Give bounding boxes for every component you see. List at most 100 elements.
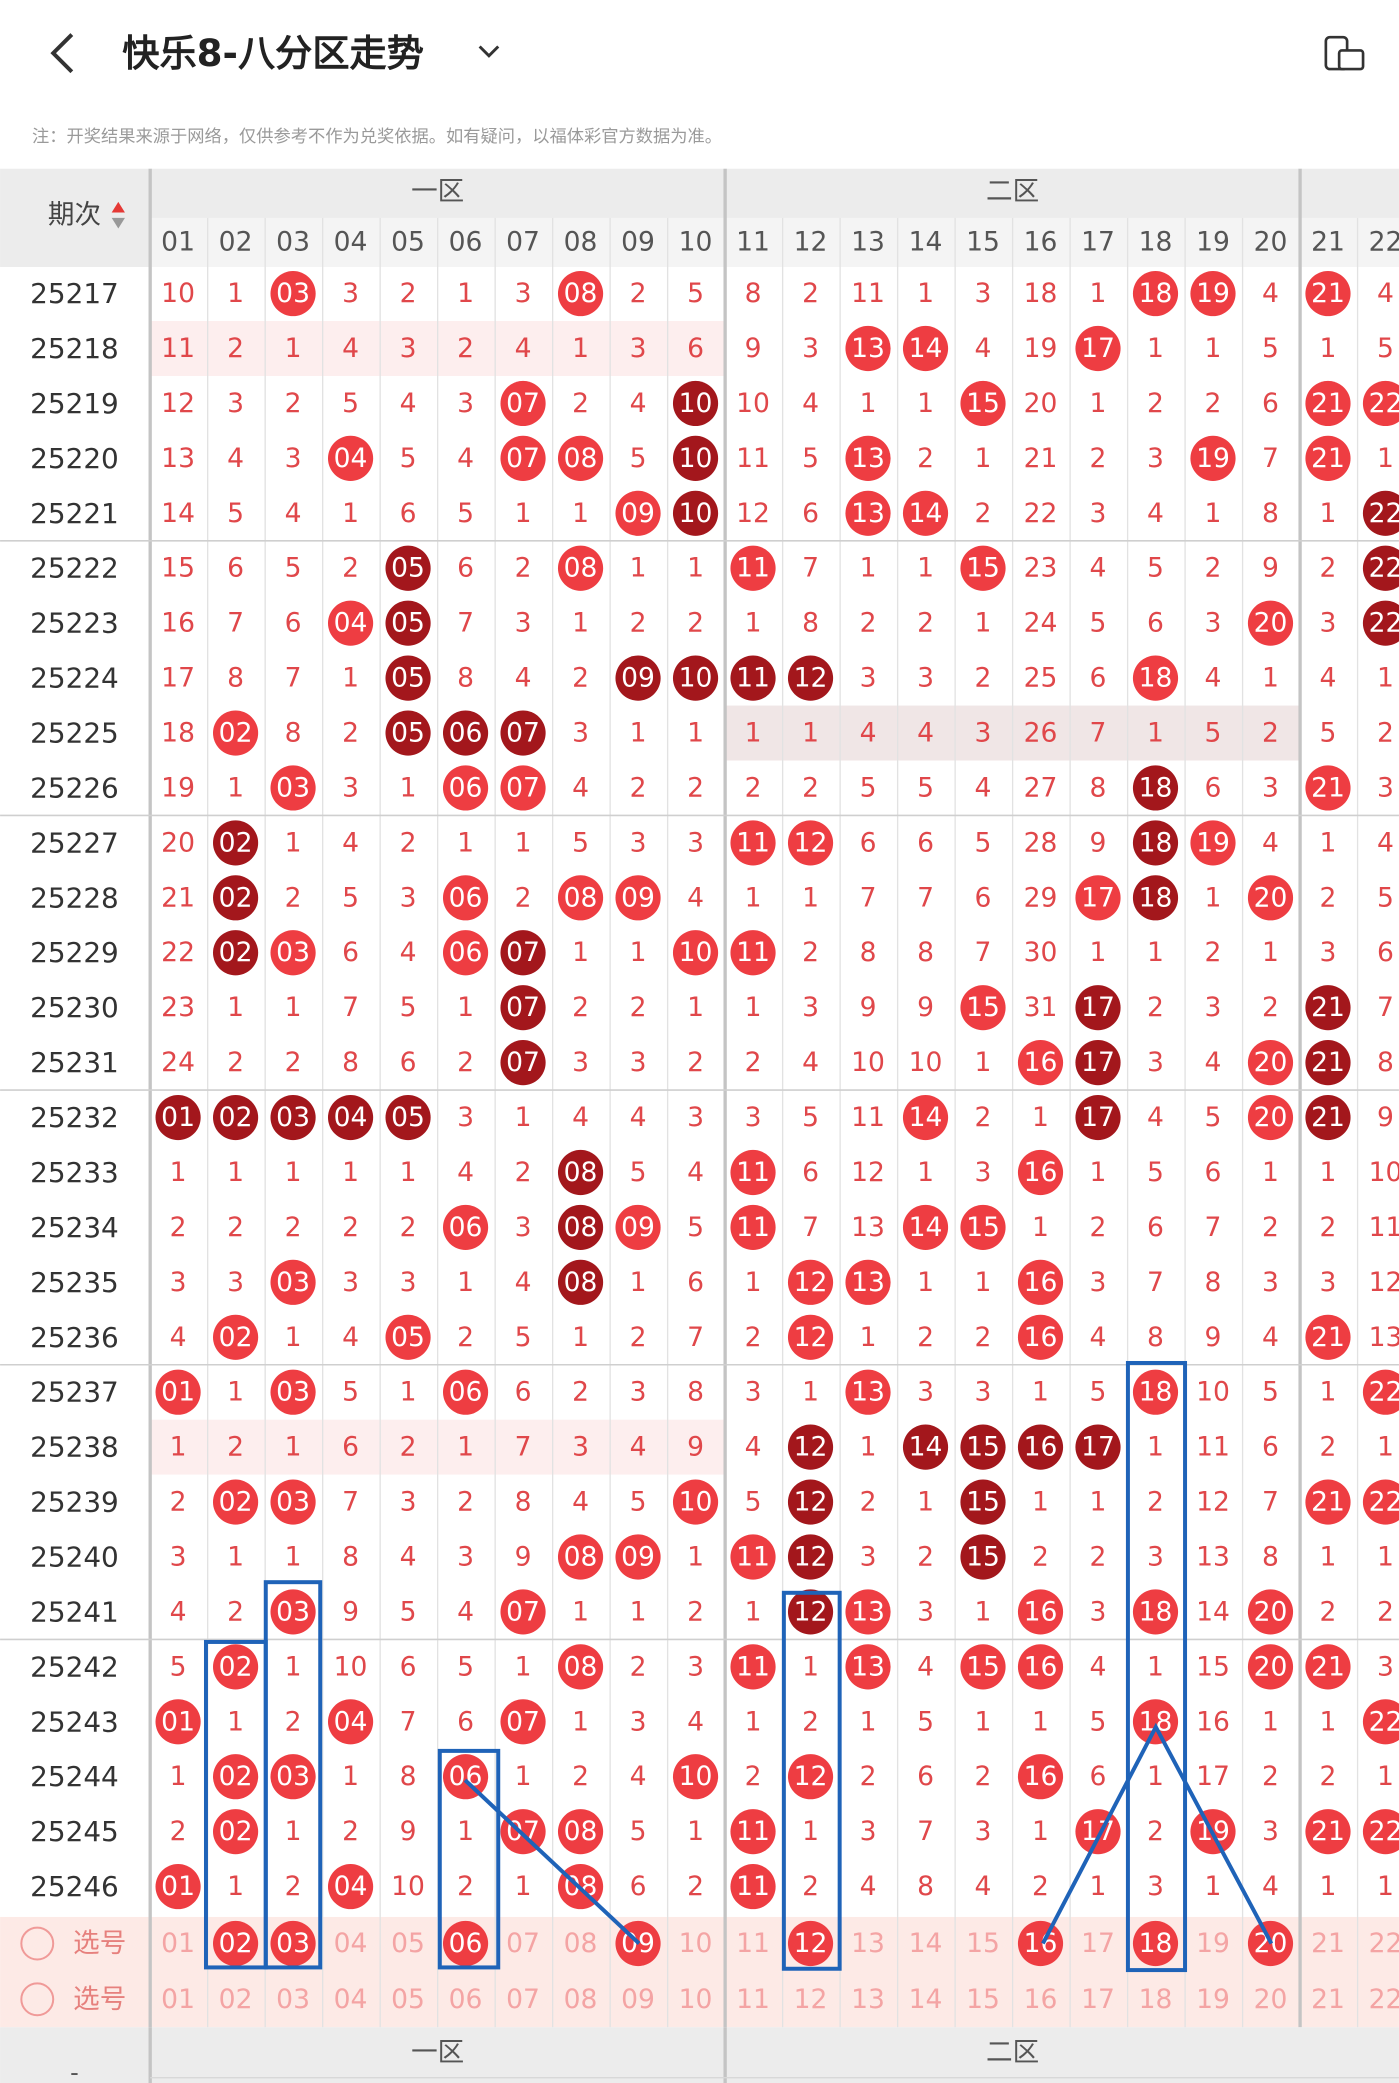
cell-number: 5 [687, 1212, 704, 1243]
cell-number: 3 [630, 1706, 647, 1737]
cell-number: 1 [860, 388, 877, 419]
cell-number: 2 [1262, 992, 1279, 1023]
ball-number: 12 [794, 1432, 828, 1463]
ball-number: 06 [449, 772, 483, 803]
issue: 25241 [30, 1595, 119, 1628]
cell-number: 3 [1147, 1871, 1164, 1902]
cell-number: 2 [1320, 882, 1337, 913]
corner-label: 期次 [48, 200, 101, 231]
cell-number: 07 [506, 1984, 540, 2015]
ball [902, 325, 949, 372]
ball [787, 1314, 834, 1360]
cell-number: 03 [276, 1984, 310, 2015]
cell-number: 7 [1090, 718, 1107, 749]
cell-number: 1 [227, 772, 244, 803]
zone-label: 一区 [411, 176, 464, 207]
back-button[interactable] [50, 33, 74, 74]
cell-number: 12 [1369, 1267, 1399, 1298]
cell-number: 4 [1147, 498, 1164, 529]
ball-number: 05 [391, 553, 425, 584]
cell-number: 3 [630, 1047, 647, 1078]
issue: 25232 [30, 1101, 119, 1134]
cell-number: 2 [1377, 718, 1394, 749]
cell-number: 1 [170, 1157, 187, 1188]
cell-number: 6 [860, 827, 877, 858]
cell-number: 9 [342, 1596, 359, 1627]
cell-number: 1 [285, 1816, 302, 1847]
cell-number: 3 [1262, 1816, 1279, 1847]
cell-number: 3 [917, 1596, 934, 1627]
column-label: 09 [621, 226, 655, 257]
cell-number: 2 [170, 1212, 187, 1243]
cell-number: 1 [457, 992, 474, 1023]
title-dropdown[interactable] [478, 45, 500, 58]
cell-number: 2 [802, 278, 819, 309]
cell-number: 1 [745, 1596, 762, 1627]
ball [1132, 1920, 1179, 1967]
rotate-button[interactable] [1324, 35, 1365, 71]
cell-number: 1 [975, 1047, 992, 1078]
cell-number: 1 [802, 1651, 819, 1682]
cell-number: 3 [1147, 1047, 1164, 1078]
cell-number: 01 [161, 1984, 195, 2015]
cell-number: 4 [572, 1487, 589, 1518]
ball [787, 1754, 834, 1800]
cell-number: 1 [1262, 1706, 1279, 1737]
ball [1017, 1040, 1064, 1086]
select-toggle[interactable] [20, 1982, 55, 2017]
cell-number: 2 [457, 1487, 474, 1518]
ball-number: 18 [1139, 1596, 1173, 1627]
ball-number: 03 [276, 1761, 310, 1792]
cell-number: 12 [794, 1984, 828, 2015]
cell-number: 1 [342, 1761, 359, 1792]
cell-number: 2 [1205, 937, 1222, 968]
cell-number: 3 [1090, 1596, 1107, 1627]
cell-number: 16 [161, 608, 195, 639]
cell-number: 9 [917, 992, 934, 1023]
ball-number: 21 [1311, 443, 1345, 474]
ball [557, 1149, 604, 1196]
cell-number: 1 [860, 1432, 877, 1463]
ball [1132, 1699, 1179, 1745]
issue: 25221 [30, 497, 119, 530]
ball-number: 06 [449, 1377, 483, 1408]
cell-number: 8 [1262, 1542, 1279, 1573]
column-label: 12 [794, 226, 828, 257]
cell-number: 4 [630, 1102, 647, 1133]
cell-number: 17 [161, 663, 195, 694]
cell-number: 3 [342, 278, 359, 309]
cell-number: 1 [687, 553, 704, 584]
ball-number: 02 [219, 1487, 253, 1518]
ball-number: 08 [564, 443, 598, 474]
cell-number: 1 [515, 827, 532, 858]
issue: 25220 [30, 442, 119, 475]
select-toggle[interactable] [20, 1926, 55, 1961]
column-label: 22 [1369, 226, 1399, 257]
ball [442, 1204, 489, 1250]
cell-number: 1 [515, 1651, 532, 1682]
ball [1305, 435, 1351, 481]
cell-number: 5 [400, 1596, 417, 1627]
cell-number: 08 [564, 1984, 598, 2015]
ball [270, 271, 316, 317]
ball-number: 07 [506, 1596, 540, 1627]
ball [845, 1589, 891, 1635]
cell-number: 7 [1262, 443, 1279, 474]
ball [1247, 1589, 1294, 1635]
column-label: 16 [1024, 226, 1058, 257]
ball-number: 21 [1311, 1487, 1345, 1518]
cell-number: 4 [515, 333, 532, 364]
issue: 25223 [30, 607, 119, 640]
cell-number: 6 [1090, 663, 1107, 694]
cell-number: 1 [572, 608, 589, 639]
cell-number: 6 [1147, 1212, 1164, 1243]
ball [787, 1259, 834, 1305]
ball [557, 1259, 604, 1305]
cell-number: 9 [1090, 827, 1107, 858]
cell-number: 3 [975, 718, 992, 749]
ball [1305, 1644, 1351, 1690]
ball [615, 875, 661, 921]
cell-number: 2 [572, 992, 589, 1023]
cell-number: 8 [1205, 1267, 1222, 1298]
